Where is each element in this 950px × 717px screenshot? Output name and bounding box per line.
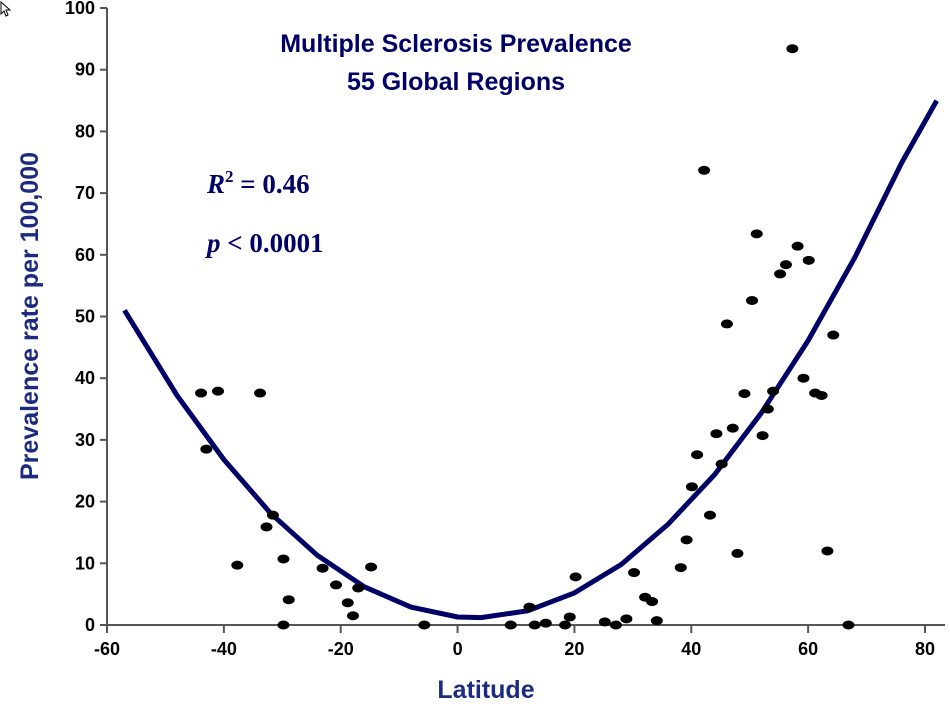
data-point [779, 260, 792, 270]
data-point [277, 620, 290, 630]
data-point [750, 229, 763, 239]
data-point [815, 390, 828, 400]
r2-label: R [206, 169, 225, 199]
data-point [528, 620, 541, 630]
data-point [691, 450, 704, 460]
data-point [254, 388, 267, 398]
r2-superscript: 2 [225, 167, 234, 186]
x-tick-label: -40 [211, 639, 237, 659]
data-point [761, 404, 774, 414]
data-point [598, 617, 611, 627]
data-point [418, 620, 431, 630]
data-point [720, 319, 733, 329]
p-value: < 0.0001 [221, 228, 324, 258]
p-label: p [205, 228, 221, 258]
y-tick-label: 70 [75, 183, 95, 203]
data-point [746, 295, 759, 305]
data-point [821, 546, 834, 556]
y-tick-label: 60 [75, 245, 95, 265]
x-tick-label: 60 [798, 639, 818, 659]
chart-subtitle: 55 Global Regions [347, 68, 565, 96]
data-points [195, 44, 855, 630]
data-point [786, 44, 799, 54]
data-point [195, 388, 208, 398]
data-point [791, 241, 804, 251]
data-point [842, 620, 855, 630]
data-point [539, 618, 552, 628]
x-tick-label: -60 [94, 639, 120, 659]
data-point [685, 482, 698, 492]
data-point [569, 572, 582, 582]
x-axis-label: Latitude [437, 676, 534, 704]
x-tick-label: 20 [564, 639, 584, 659]
data-point [200, 444, 213, 454]
data-point [628, 568, 641, 578]
data-point [715, 459, 728, 469]
data-point [346, 611, 359, 621]
x-tick-label: 0 [453, 639, 463, 659]
r-squared-annotation: R2 = 0.46 [206, 167, 310, 199]
r2-value: = 0.46 [234, 169, 310, 199]
mouse-cursor-icon [0, 0, 12, 17]
data-point [620, 614, 633, 624]
data-point [365, 562, 378, 572]
data-point [231, 560, 244, 570]
axes: 0 10 20 30 40 50 60 70 80 90 100 -60 -40 -20 0 20 40 60 80 [65, 0, 945, 659]
x-tick-label: -20 [328, 639, 354, 659]
data-point [710, 429, 723, 439]
data-point [802, 255, 815, 265]
data-point [352, 583, 365, 593]
data-point [282, 595, 295, 605]
data-point [523, 602, 536, 612]
y-tick-label: 20 [75, 492, 95, 512]
data-point [646, 597, 659, 607]
data-point [703, 510, 716, 520]
data-point [738, 389, 751, 399]
data-point [266, 510, 279, 520]
data-point [559, 620, 572, 630]
data-point [731, 548, 744, 558]
y-axis-label: Prevalence rate per 100,000 [16, 152, 44, 480]
data-point [563, 612, 576, 622]
y-tick-label: 100 [65, 0, 95, 18]
p-value-annotation: p < 0.0001 [205, 228, 324, 258]
x-tick-label: 80 [915, 639, 935, 659]
data-point [212, 386, 225, 396]
data-point [774, 269, 787, 279]
y-tick-label: 30 [75, 430, 95, 450]
data-point [767, 386, 780, 396]
data-point [726, 423, 739, 433]
y-tick-label: 0 [85, 615, 95, 635]
x-tick-label: 40 [681, 639, 701, 659]
data-point [797, 373, 810, 383]
data-point [680, 535, 693, 545]
data-point [504, 620, 517, 630]
data-point [260, 522, 273, 532]
y-tick-label: 50 [75, 307, 95, 327]
data-point [609, 620, 622, 630]
y-tick-label: 80 [75, 121, 95, 141]
data-point [756, 431, 769, 441]
data-point [277, 554, 290, 564]
y-tick-label: 10 [75, 553, 95, 573]
chart-title: Multiple Sclerosis Prevalence [280, 30, 632, 58]
data-point [341, 598, 354, 608]
data-point [650, 616, 663, 626]
data-point [674, 563, 687, 573]
y-tick-label: 90 [75, 60, 95, 80]
data-point [827, 330, 840, 340]
data-point [698, 165, 711, 175]
y-tick-label: 40 [75, 368, 95, 388]
data-point [316, 563, 329, 573]
data-point [330, 580, 343, 590]
